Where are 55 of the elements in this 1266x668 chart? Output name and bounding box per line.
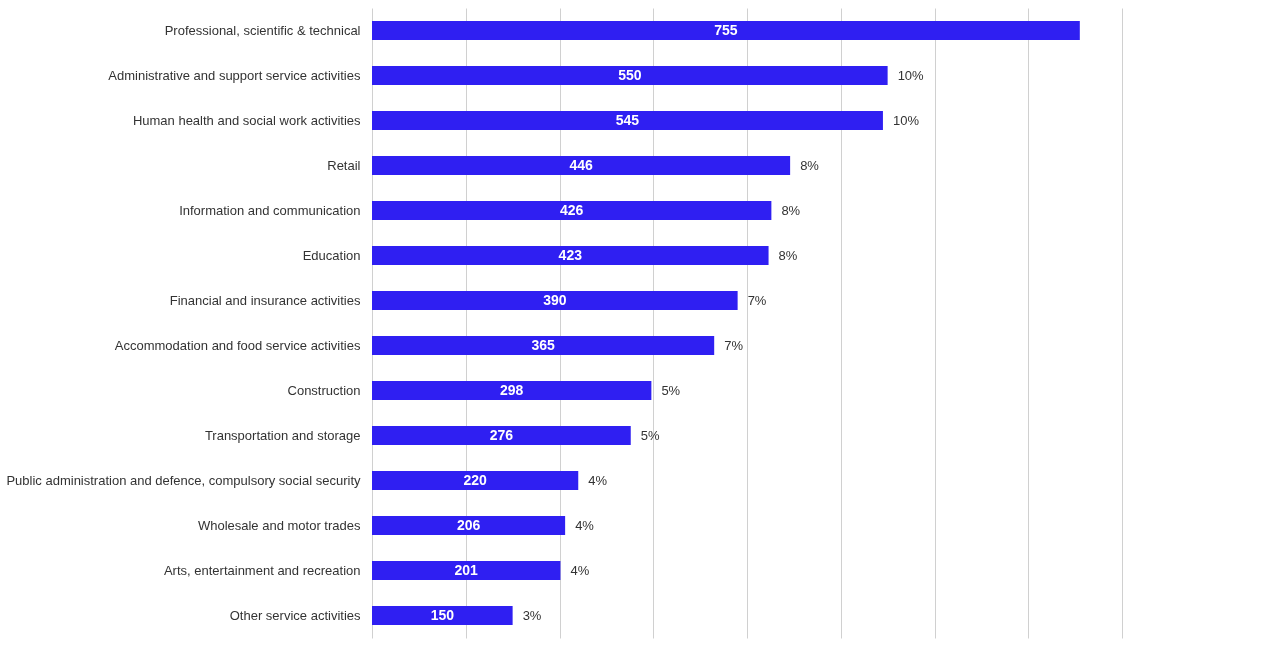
annotation: 4% bbox=[588, 472, 608, 488]
data-label: 206 bbox=[456, 516, 481, 533]
bar bbox=[372, 336, 715, 355]
annotation: 5% bbox=[661, 382, 681, 398]
data-label: 545 bbox=[615, 111, 640, 128]
y-tick-label: Arts, entertainment and recreation bbox=[163, 562, 361, 578]
y-tick-label: Retail bbox=[327, 157, 361, 173]
annotation: 8% bbox=[778, 247, 798, 263]
data-label: 426 bbox=[560, 201, 584, 218]
annotation: 8% bbox=[800, 157, 820, 173]
y-tick-label: Other service activities bbox=[229, 607, 361, 623]
annotation: 3% bbox=[522, 607, 542, 623]
y-tick-label: Public administration and defence, compulsory social security bbox=[6, 472, 361, 488]
bar bbox=[372, 21, 1080, 40]
bar bbox=[372, 561, 561, 580]
y-tick-label: Construction bbox=[287, 382, 361, 398]
y-tick-label: Human health and social work activities bbox=[132, 112, 361, 128]
data-label: 298 bbox=[500, 381, 524, 398]
data-label: 390 bbox=[543, 291, 567, 308]
bar bbox=[372, 156, 791, 175]
annotation: 7% bbox=[747, 292, 767, 308]
data-label: 276 bbox=[489, 426, 514, 443]
data-label: 550 bbox=[618, 66, 642, 83]
data-label: 446 bbox=[569, 156, 593, 173]
bar bbox=[372, 381, 652, 400]
bar bbox=[372, 291, 738, 310]
data-label: 755 bbox=[714, 21, 738, 38]
bar bbox=[372, 606, 513, 625]
data-label: 423 bbox=[558, 246, 583, 263]
data-label: 201 bbox=[454, 561, 479, 578]
annotation: 7% bbox=[724, 337, 744, 353]
annotation: 10% bbox=[897, 67, 925, 83]
y-tick-label: Administrative and support service activities bbox=[108, 67, 361, 83]
bar bbox=[372, 471, 579, 490]
data-label: 220 bbox=[463, 471, 488, 488]
y-tick-label: Wholesale and motor trades bbox=[197, 517, 361, 533]
y-tick-label: Education bbox=[302, 247, 361, 263]
bar bbox=[372, 66, 888, 85]
annotation: 4% bbox=[570, 562, 590, 578]
annotation: 8% bbox=[781, 202, 801, 218]
bar bbox=[372, 111, 883, 130]
annotation: 10% bbox=[892, 112, 920, 128]
data-label: 365 bbox=[531, 336, 555, 353]
annotation: 5% bbox=[640, 427, 660, 443]
bar bbox=[372, 426, 631, 445]
bar bbox=[372, 516, 566, 535]
bar bbox=[372, 246, 769, 265]
y-tick-label: Accommodation and food service activities bbox=[114, 337, 361, 353]
bar bbox=[372, 201, 772, 220]
annotation: 4% bbox=[575, 517, 595, 533]
y-tick-label: Information and communication bbox=[179, 202, 361, 218]
y-tick-label: Transportation and storage bbox=[204, 427, 361, 443]
data-label: 150 bbox=[430, 606, 455, 623]
y-tick-label: Professional, scientific & technical bbox=[164, 22, 361, 38]
y-tick-label: Financial and insurance activities bbox=[169, 292, 361, 308]
